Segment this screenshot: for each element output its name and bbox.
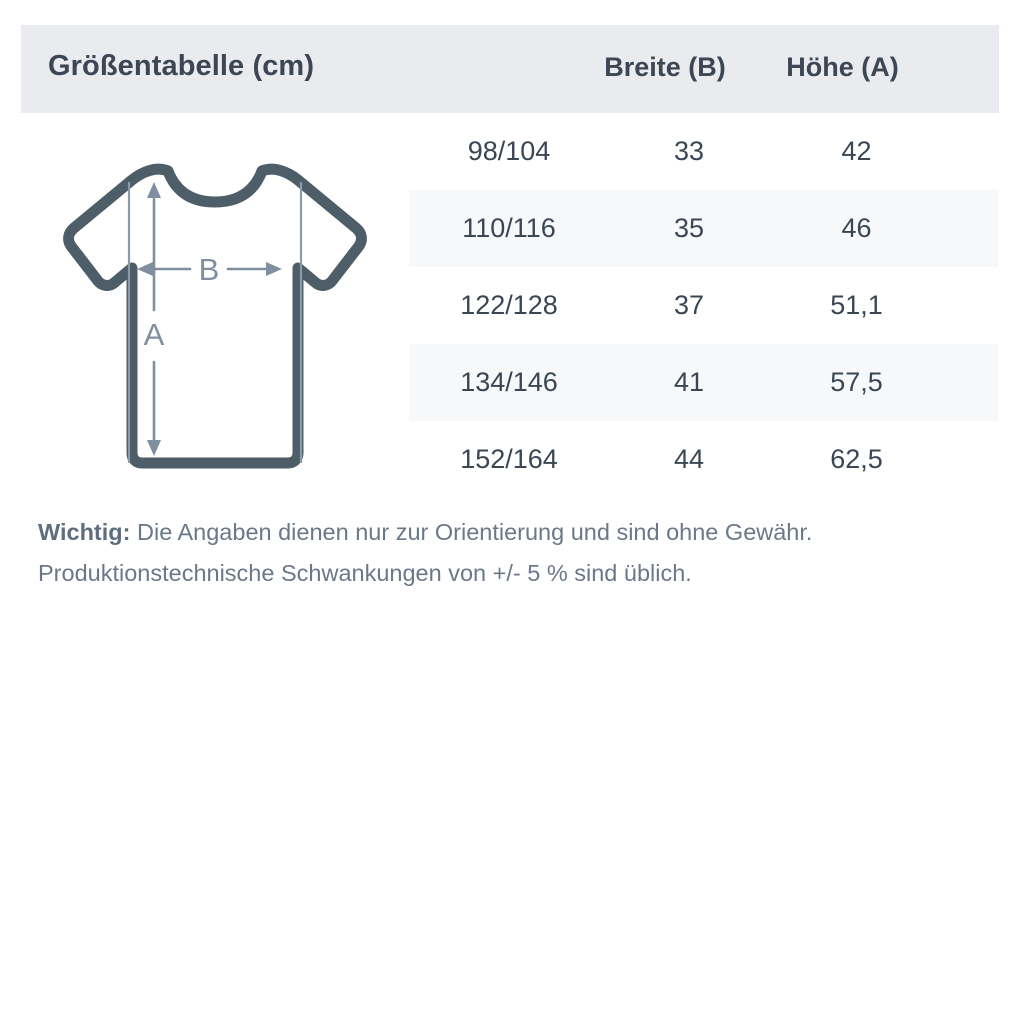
cell-width: 33 xyxy=(673,136,705,166)
cell-width: 37 xyxy=(673,290,705,320)
width-arrow-b xyxy=(137,262,282,276)
height-label-a: A xyxy=(144,317,165,352)
cell-height: 51,1 xyxy=(830,290,883,320)
cell-size: 122/128 xyxy=(460,290,558,320)
table-row: 134/146 41 57,5 xyxy=(409,344,998,421)
cell-width: 44 xyxy=(673,444,705,474)
cell-size: 134/146 xyxy=(460,367,558,397)
size-table-body: 98/104 33 42 110/116 35 46 122/128 37 51… xyxy=(409,113,998,498)
table-row: 98/104 33 42 xyxy=(409,113,998,190)
cell-width: 35 xyxy=(673,213,705,243)
table-header-band xyxy=(21,25,999,113)
cell-width: 41 xyxy=(673,367,705,397)
page-title: Größentabelle (cm) xyxy=(48,50,315,82)
cell-height: 62,5 xyxy=(830,444,883,474)
cell-size: 110/116 xyxy=(462,213,556,243)
measurement-guide-lines xyxy=(127,182,303,463)
table-row: 122/128 37 51,1 xyxy=(409,267,998,344)
t-shirt-measurement-diagram: A B xyxy=(50,150,380,490)
cell-height: 42 xyxy=(841,136,872,166)
disclaimer-line-1-text: Die Angaben dienen nur zur Orientierung … xyxy=(130,519,813,545)
cell-height: 46 xyxy=(841,213,872,243)
cell-size: 98/104 xyxy=(467,136,551,166)
table-row: 110/116 35 46 xyxy=(409,190,998,267)
disclaimer-line-2: Produktionstechnische Schwankungen von +… xyxy=(38,560,692,586)
cell-height: 57,5 xyxy=(830,367,883,397)
table-row: 152/164 44 62,5 xyxy=(409,421,998,498)
disclaimer-note: Wichtig: Die Angaben dienen nur zur Orie… xyxy=(38,512,998,594)
column-header-width: Breite (B) xyxy=(604,52,726,82)
column-header-height: Höhe (A) xyxy=(786,52,899,82)
width-label-b: B xyxy=(199,252,220,287)
height-arrow-a xyxy=(147,182,161,456)
disclaimer-line-1: Wichtig: Die Angaben dienen nur zur Orie… xyxy=(38,512,998,553)
t-shirt-outline-icon xyxy=(63,163,367,469)
cell-size: 152/164 xyxy=(460,444,558,474)
disclaimer-label: Wichtig: xyxy=(38,519,131,545)
